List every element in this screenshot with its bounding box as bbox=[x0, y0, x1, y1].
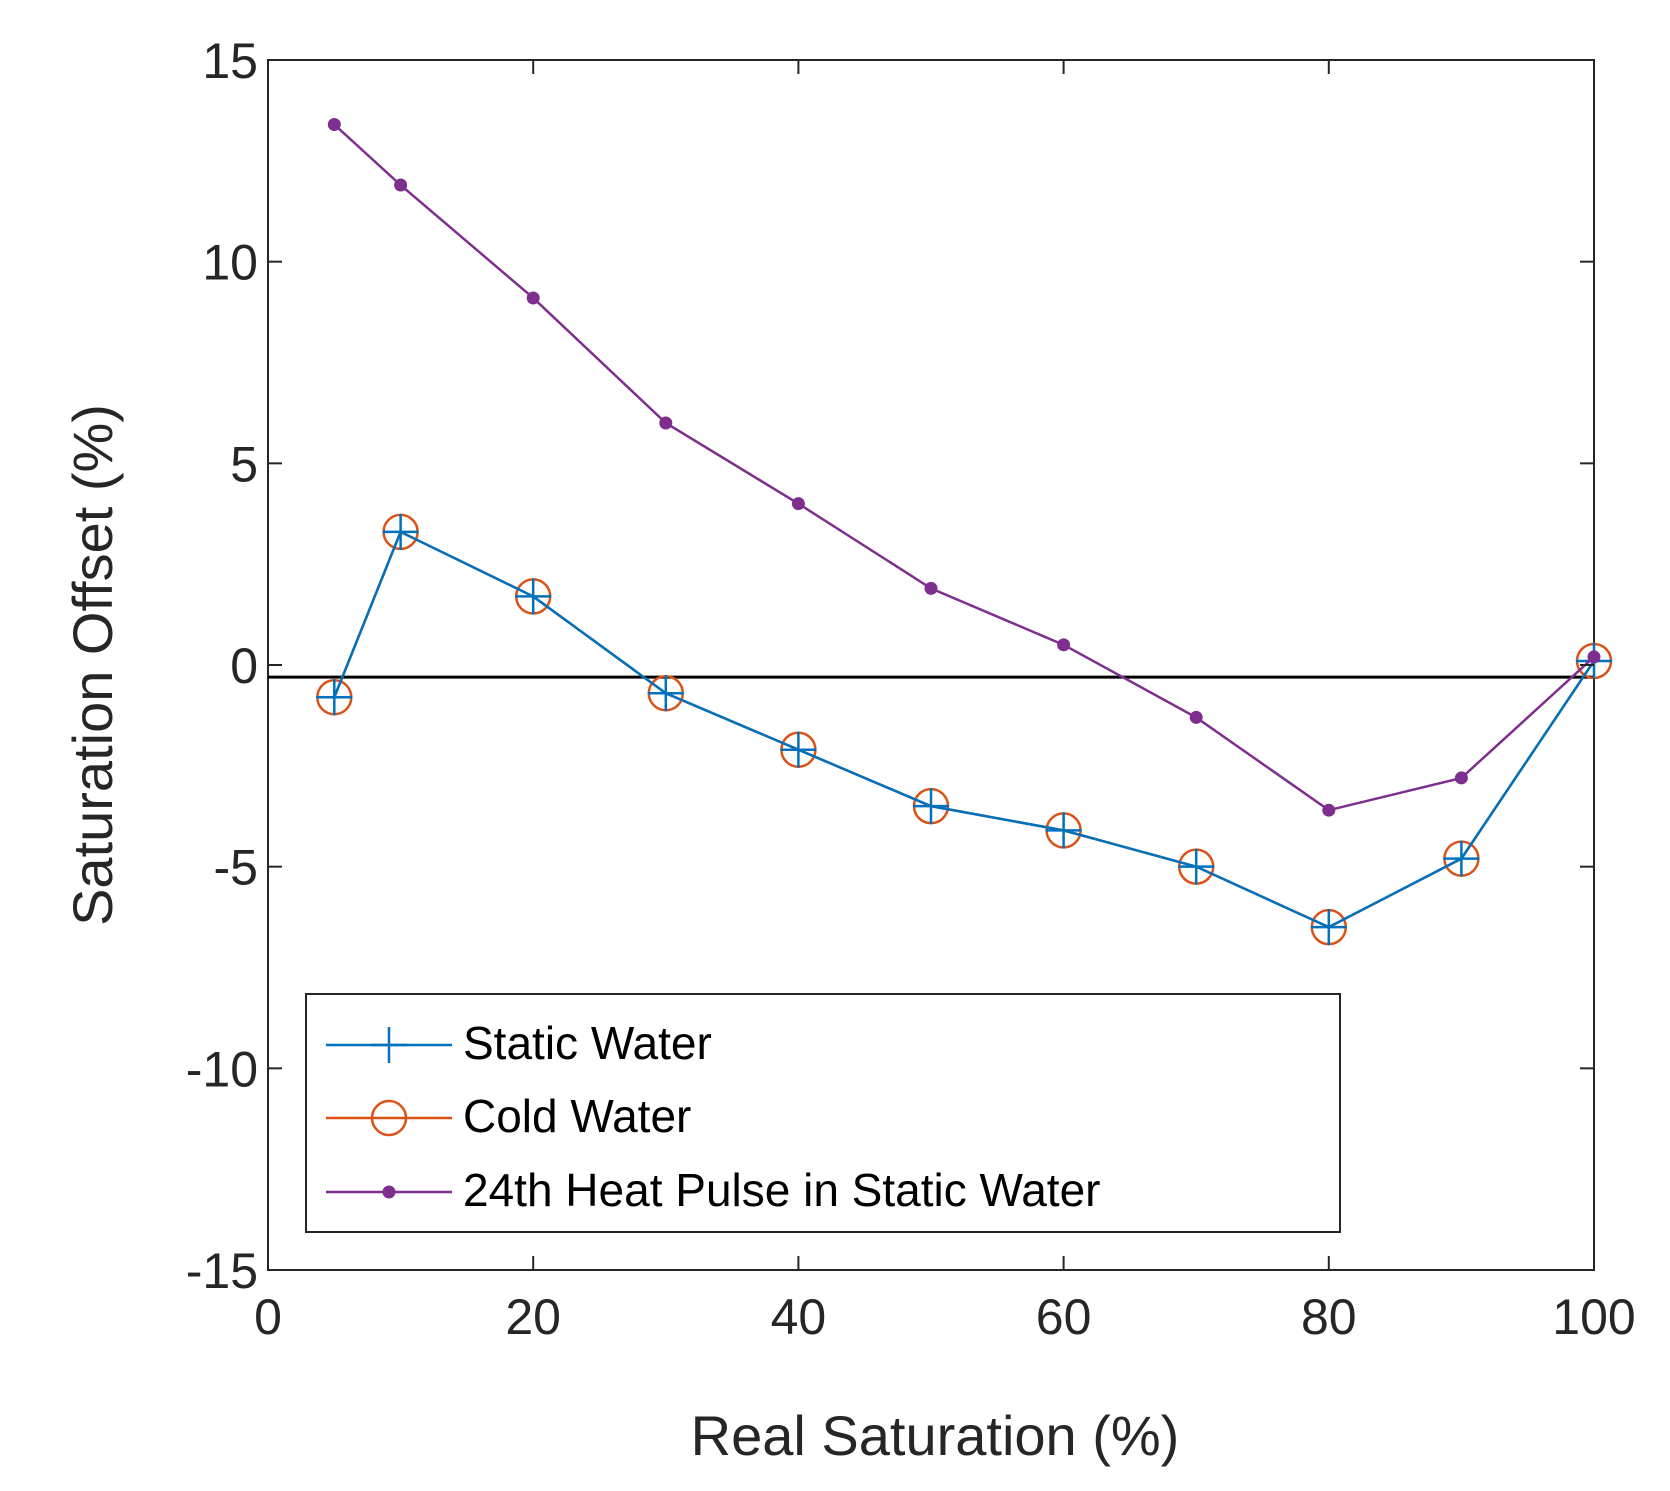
series-line bbox=[333, 123, 1595, 812]
series-2 bbox=[327, 118, 1601, 817]
y-tick-label: -5 bbox=[214, 840, 258, 896]
y-tick-label: 0 bbox=[230, 638, 258, 694]
data-point bbox=[316, 679, 353, 716]
legend-swatch-marker bbox=[382, 1185, 396, 1199]
y-axis-label: Saturation Offset (%) bbox=[61, 404, 124, 926]
data-point bbox=[1454, 771, 1468, 785]
legend-swatch-marker bbox=[370, 1099, 408, 1137]
series-0 bbox=[316, 513, 1612, 946]
y-tick-label: 10 bbox=[202, 235, 258, 291]
legend-swatches bbox=[326, 1027, 452, 1199]
data-point bbox=[1322, 803, 1336, 817]
y-tick-label: 5 bbox=[230, 436, 258, 492]
x-axis-label: Real Saturation (%) bbox=[691, 1404, 1180, 1467]
legend-label-cold-water: Cold Water bbox=[463, 1090, 691, 1142]
x-tick-label: 0 bbox=[254, 1289, 282, 1345]
series-line bbox=[333, 530, 1596, 929]
x-tick-label: 100 bbox=[1552, 1289, 1635, 1345]
legend-swatch-marker bbox=[371, 1027, 407, 1063]
data-point bbox=[515, 578, 552, 615]
plot-area bbox=[267, 59, 1613, 1271]
data-point bbox=[1189, 710, 1203, 724]
x-tick-label: 40 bbox=[771, 1289, 827, 1345]
data-point bbox=[1587, 650, 1601, 664]
x-tick-label: 80 bbox=[1301, 1289, 1357, 1345]
data-point bbox=[647, 675, 684, 712]
x-tick-label: 60 bbox=[1036, 1289, 1092, 1345]
data-point bbox=[780, 731, 817, 768]
data-point bbox=[659, 416, 673, 430]
legend-label-static-water: Static Water bbox=[463, 1017, 712, 1069]
data-point bbox=[924, 581, 938, 595]
legend: Static Water Cold Water 24th Heat Pulse … bbox=[305, 993, 1341, 1233]
axis-ticks: 0 20 40 60 80 100 15 10 5 0 -5 -10 -15 bbox=[186, 33, 1636, 1345]
y-tick-label: -10 bbox=[186, 1041, 258, 1097]
legend-label-heat-pulse: 24th Heat Pulse in Static Water bbox=[463, 1164, 1101, 1216]
x-tick-label: 20 bbox=[505, 1289, 561, 1345]
series-1 bbox=[316, 513, 1613, 946]
data-point bbox=[382, 513, 419, 550]
data-point bbox=[1045, 812, 1082, 849]
y-tick-label: 15 bbox=[202, 33, 258, 89]
y-tick-label: -15 bbox=[186, 1243, 258, 1299]
data-point bbox=[394, 178, 408, 192]
data-point bbox=[791, 497, 805, 511]
data-point bbox=[1443, 840, 1480, 877]
data-point bbox=[327, 118, 341, 132]
data-point bbox=[1178, 848, 1215, 885]
data-point bbox=[1310, 909, 1347, 946]
data-point bbox=[526, 291, 540, 305]
legend-box bbox=[305, 993, 1341, 1233]
data-point bbox=[1057, 638, 1071, 652]
data-point bbox=[913, 788, 949, 825]
